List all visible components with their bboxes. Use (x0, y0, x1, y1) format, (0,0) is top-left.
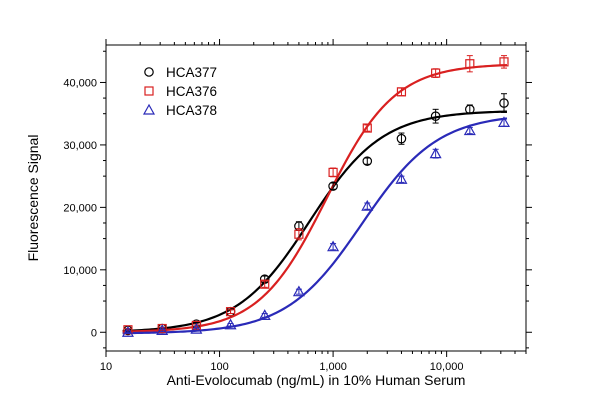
fit-curve-hca377 (122, 110, 508, 333)
data-point (463, 124, 476, 136)
data-point (429, 147, 442, 159)
x-tick-label: 10 (100, 361, 112, 373)
fit-curve-hca376 (122, 63, 508, 333)
data-point (327, 240, 340, 252)
data-point (465, 104, 475, 115)
legend-marker-hca376 (144, 86, 154, 96)
data-point (499, 57, 509, 67)
data-point (499, 98, 509, 108)
y-axis-title: Fluorescence Signal (25, 135, 41, 262)
data-point (362, 123, 372, 133)
data-point (362, 156, 373, 166)
data-point (224, 318, 237, 330)
x-axis-title: Anti-Evolocumab (ng/mL) in 10% Human Ser… (167, 372, 466, 388)
data-point (396, 87, 407, 97)
data-points (121, 55, 511, 337)
y-axis: 0 10,000 20,000 30,000 40,000 (63, 50, 532, 349)
data-point (225, 307, 236, 317)
y-tick-label: 20,000 (63, 202, 97, 214)
data-point (260, 279, 270, 289)
fit-curves (122, 63, 508, 335)
series-hca378 (121, 116, 511, 337)
legend-label-hca376: HCA376 (166, 84, 217, 99)
data-point (396, 133, 407, 144)
x-tick-label: 100 (210, 361, 228, 373)
legend-label-hca377: HCA377 (166, 65, 217, 80)
data-point (395, 173, 408, 184)
y-tick-label: 40,000 (63, 77, 97, 89)
x-tick-label: 1,000 (319, 361, 347, 373)
series-hca377 (123, 93, 509, 336)
data-point (328, 167, 338, 177)
data-point (292, 285, 305, 297)
fit-curve-hca378 (122, 117, 508, 335)
data-point (497, 116, 511, 128)
legend-marker-hca377 (144, 67, 154, 77)
series-hca376 (123, 55, 509, 335)
legend-marker-hca378 (142, 103, 156, 115)
data-point (190, 322, 203, 334)
data-point (258, 309, 271, 321)
data-point (430, 111, 441, 121)
y-tick-label: 0 (91, 327, 97, 339)
y-tick-label: 30,000 (63, 140, 97, 152)
data-point (361, 199, 374, 211)
data-point (294, 229, 304, 239)
y-tick-label: 10,000 (63, 265, 97, 277)
data-point (121, 326, 134, 337)
x-axis: 10 100 1,000 10,000 (100, 39, 527, 373)
legend-label-hca378: HCA378 (166, 103, 217, 118)
data-point (465, 59, 475, 69)
legend: HCA377 HCA376 HCA378 (142, 65, 217, 118)
data-point (156, 324, 169, 335)
x-tick-label: 10,000 (430, 361, 464, 373)
data-point (328, 181, 338, 191)
data-point (431, 68, 441, 78)
